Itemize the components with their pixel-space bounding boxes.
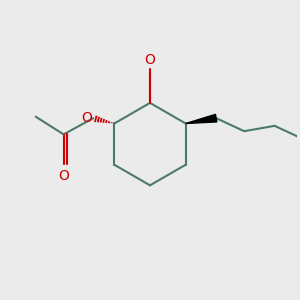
Text: O: O: [145, 53, 155, 67]
Text: O: O: [58, 169, 69, 183]
Polygon shape: [186, 114, 217, 124]
Text: O: O: [81, 111, 92, 124]
